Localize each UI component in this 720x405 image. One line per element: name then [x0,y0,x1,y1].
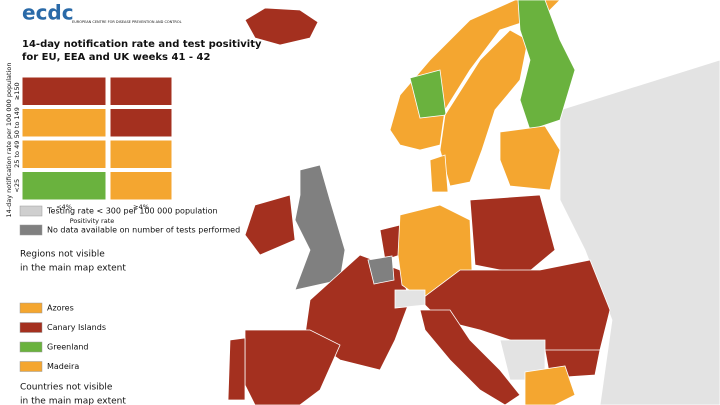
region-label: Canary Islands [47,323,106,332]
matrix-row-label: 25 to 49 [13,141,21,168]
region-label: Greenland [47,343,89,352]
belgium [367,255,395,285]
matrix-col-label: ≥4% [133,203,149,211]
matrix-cell [109,139,173,169]
region-swatch [19,322,43,333]
matrix-cell [109,76,173,106]
matrix-row-label: <25 [13,179,21,193]
switzerland [394,289,426,309]
region-label: Azores [47,304,74,313]
uk [294,164,346,291]
matrix-cell [109,108,173,138]
legend-label: Testing rate < 300 per 100 000 populatio… [46,207,218,216]
denmark [429,154,449,193]
logo: ecdc [22,1,74,25]
spain [244,329,341,405]
iceland [244,7,319,46]
non-eu-land [559,59,720,405]
legend-label: No data available on number of tests per… [47,226,240,235]
matrix-cell [109,171,173,201]
legend-swatch [19,205,43,217]
matrix-row-label: 50 to 149 [13,107,21,138]
map [227,0,720,405]
matrix-x-label: Positivity rate [70,217,115,225]
ireland [244,194,296,256]
legend-swatch [19,224,43,236]
title-line: 14-day notification rate and test positi… [22,39,262,50]
baltics [499,125,561,191]
regions-heading: Regions not visible [20,250,105,260]
countries-heading: in the main map extent [20,397,126,405]
greece [524,365,576,405]
poland [469,194,556,276]
logo-org: EUROPEAN CENTRE FOR DISEASE PREVENTION A… [72,20,182,24]
matrix-y-label: 14-day notification rate per 100 000 pop… [5,63,13,218]
matrix-cell [21,171,107,201]
matrix-col-label: <4% [56,203,72,211]
region-swatch [19,302,43,314]
matrix-row-label: ≥150 [13,82,21,100]
matrix-cell [21,139,107,169]
countries-heading: Countries not visible [20,383,113,393]
regions-heading: in the main map extent [20,264,126,274]
title-line: for EU, EEA and UK weeks 41 - 42 [22,52,210,63]
matrix-cell [21,76,107,106]
portugal [227,337,246,401]
matrix-cell [21,108,107,138]
region-label: Madeira [47,362,79,371]
finland [517,0,576,131]
region-swatch [19,361,43,372]
italy [419,309,521,405]
region-swatch [19,341,43,353]
